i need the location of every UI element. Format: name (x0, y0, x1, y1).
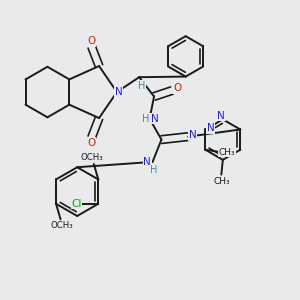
Text: OCH₃: OCH₃ (81, 153, 104, 162)
Text: N: N (115, 87, 122, 97)
Text: N: N (189, 130, 197, 140)
Text: OCH₃: OCH₃ (51, 221, 74, 230)
Text: O: O (173, 83, 182, 93)
Text: H: H (150, 165, 158, 175)
Text: N: N (143, 157, 151, 167)
Text: N: N (151, 114, 159, 124)
Text: CH₃: CH₃ (213, 177, 230, 186)
Text: O: O (88, 138, 96, 148)
Text: N: N (207, 123, 214, 133)
Text: H: H (142, 114, 150, 124)
Text: N: N (218, 111, 225, 121)
Text: H: H (139, 80, 146, 91)
Text: Cl: Cl (71, 199, 82, 209)
Text: O: O (88, 36, 96, 46)
Text: CH₃: CH₃ (219, 148, 236, 157)
